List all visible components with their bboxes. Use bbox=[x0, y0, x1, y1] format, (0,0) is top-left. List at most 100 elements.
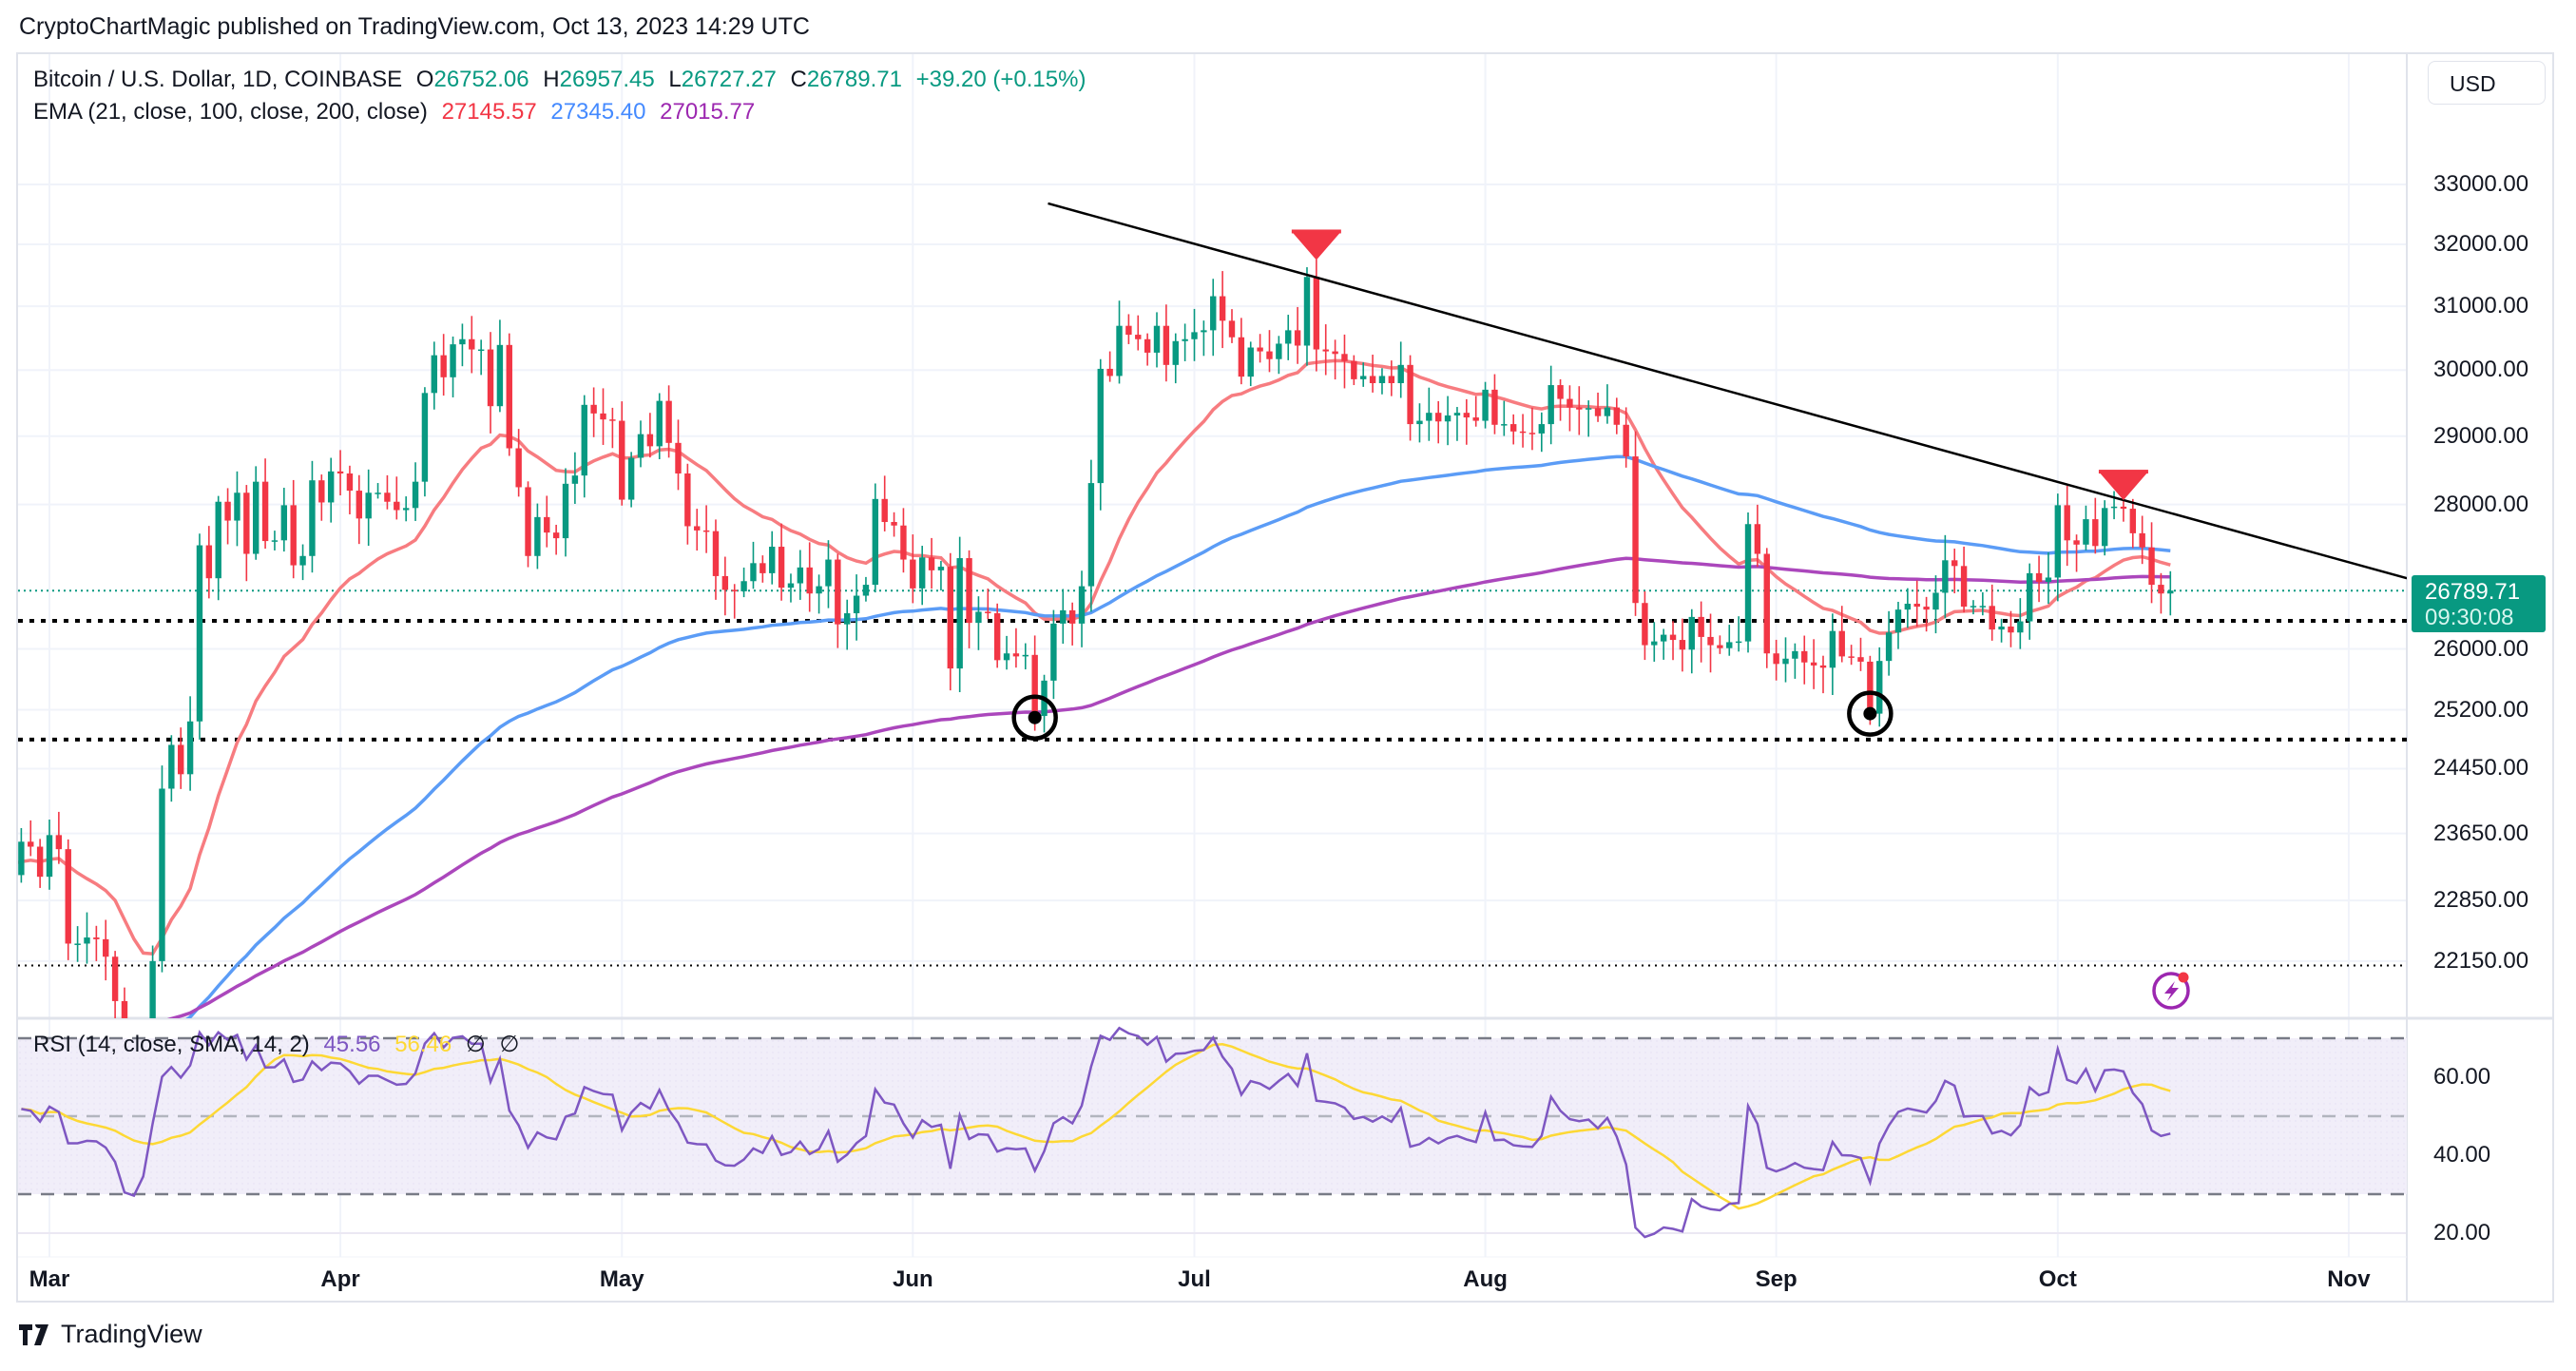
price-tick-label: 26000.00 bbox=[2433, 635, 2529, 662]
candle bbox=[1106, 351, 1113, 382]
rsi-tick-label: 40.00 bbox=[2433, 1142, 2491, 1168]
candle bbox=[1613, 397, 1620, 434]
rsi-value: 45.56 bbox=[323, 1032, 381, 1057]
candle bbox=[2054, 493, 2062, 602]
candle bbox=[1378, 368, 1386, 395]
candle bbox=[2092, 497, 2099, 554]
price-tick-label: 22850.00 bbox=[2433, 887, 2529, 914]
currency-button[interactable]: USD bbox=[2428, 61, 2546, 105]
tradingview-logo-icon bbox=[19, 1323, 48, 1345]
ema200-value: 27015.77 bbox=[660, 99, 756, 125]
candle-body bbox=[93, 937, 100, 939]
candle bbox=[215, 495, 221, 601]
candle-body bbox=[1144, 338, 1151, 353]
candle bbox=[46, 820, 53, 890]
candle bbox=[1744, 512, 1752, 653]
candle-body bbox=[1322, 349, 1329, 352]
candle bbox=[937, 560, 945, 591]
candle bbox=[1294, 306, 1301, 364]
candle-body bbox=[750, 563, 757, 582]
candle bbox=[1332, 339, 1338, 380]
candle-body bbox=[365, 492, 372, 519]
ema100-line bbox=[185, 454, 2171, 1018]
rsi-label[interactable]: RSI (14, close, SMA, 14, 2) bbox=[33, 1032, 310, 1057]
candle bbox=[1257, 334, 1263, 363]
candle-body bbox=[2158, 585, 2164, 594]
candle-body bbox=[2017, 621, 2024, 633]
candle-body bbox=[1857, 657, 1864, 662]
lightning-icon[interactable] bbox=[2152, 972, 2190, 1010]
candle bbox=[881, 475, 888, 531]
price-tick-label: 29000.00 bbox=[2433, 422, 2529, 449]
candle bbox=[1960, 546, 1968, 613]
candle bbox=[28, 820, 34, 857]
candle-body bbox=[1087, 483, 1095, 587]
candle bbox=[844, 599, 851, 650]
resistance-trendline bbox=[1048, 202, 2407, 580]
candle bbox=[365, 469, 372, 547]
candle-body bbox=[1407, 364, 1413, 425]
candle-body bbox=[1201, 330, 1207, 333]
ema-label[interactable]: EMA (21, close, 100, close, 200, close) bbox=[33, 99, 428, 125]
candle bbox=[862, 576, 870, 602]
candle bbox=[1998, 618, 2005, 643]
candle bbox=[1322, 324, 1329, 376]
tradingview-logo[interactable]: TradingView bbox=[19, 1320, 202, 1349]
candle-body bbox=[149, 960, 156, 1018]
last-price-label: 26789.71 09:30:08 bbox=[2412, 575, 2546, 632]
candle bbox=[1087, 459, 1095, 612]
candle bbox=[853, 574, 860, 641]
publish-info: CryptoChartMagic published on TradingVie… bbox=[19, 13, 810, 40]
candle-body bbox=[205, 545, 213, 579]
high-value: 26957.45 bbox=[559, 67, 655, 92]
candle bbox=[778, 523, 785, 601]
ema100-value: 27345.40 bbox=[550, 99, 646, 125]
candle-body bbox=[2083, 519, 2089, 545]
candle-body bbox=[253, 481, 260, 554]
candle-body bbox=[84, 937, 90, 944]
brand-name: TradingView bbox=[61, 1320, 202, 1348]
candle-body bbox=[1819, 665, 1827, 668]
candle bbox=[477, 339, 485, 376]
candle-body bbox=[271, 540, 279, 542]
candle bbox=[375, 483, 381, 499]
price-tick-label: 25200.00 bbox=[2433, 696, 2529, 723]
na-value: ∅ bbox=[465, 1032, 486, 1057]
candle-body bbox=[121, 1000, 128, 1018]
candle-body bbox=[1191, 332, 1198, 339]
candle-body bbox=[1632, 456, 1639, 604]
symbol-name[interactable]: Bitcoin / U.S. Dollar, 1D, COINBASE bbox=[33, 67, 403, 92]
candle bbox=[1576, 386, 1583, 435]
candle bbox=[525, 481, 531, 568]
time-label: Jun bbox=[892, 1266, 933, 1292]
candle bbox=[2017, 598, 2024, 649]
candle-body bbox=[261, 481, 269, 542]
candle-body bbox=[1097, 368, 1104, 484]
candle-body bbox=[1726, 642, 1733, 648]
sell-arrow-icon bbox=[1291, 231, 1341, 261]
candle-body bbox=[1501, 424, 1508, 426]
candle bbox=[506, 333, 512, 456]
candle-body bbox=[571, 475, 579, 484]
candle bbox=[721, 556, 729, 616]
candle bbox=[234, 471, 240, 547]
candle-body bbox=[168, 744, 175, 789]
candle bbox=[1303, 267, 1311, 366]
candle-body bbox=[1594, 408, 1602, 416]
candle bbox=[111, 951, 119, 1018]
sell-arrow-bar bbox=[1291, 229, 1341, 234]
candle-body bbox=[1022, 654, 1028, 657]
candle-body bbox=[1679, 640, 1686, 650]
candle bbox=[318, 474, 325, 521]
candle-body bbox=[1238, 337, 1245, 377]
candle-body bbox=[215, 501, 221, 579]
time-label: Nov bbox=[2327, 1266, 2371, 1292]
candle-body bbox=[65, 849, 71, 944]
candle bbox=[665, 385, 672, 458]
candle-body bbox=[1548, 385, 1554, 425]
candle-body bbox=[534, 516, 541, 556]
candle-body bbox=[402, 508, 410, 511]
ema-legend: EMA (21, close, 100, close, 200, close) … bbox=[33, 99, 755, 126]
candle bbox=[336, 450, 344, 496]
